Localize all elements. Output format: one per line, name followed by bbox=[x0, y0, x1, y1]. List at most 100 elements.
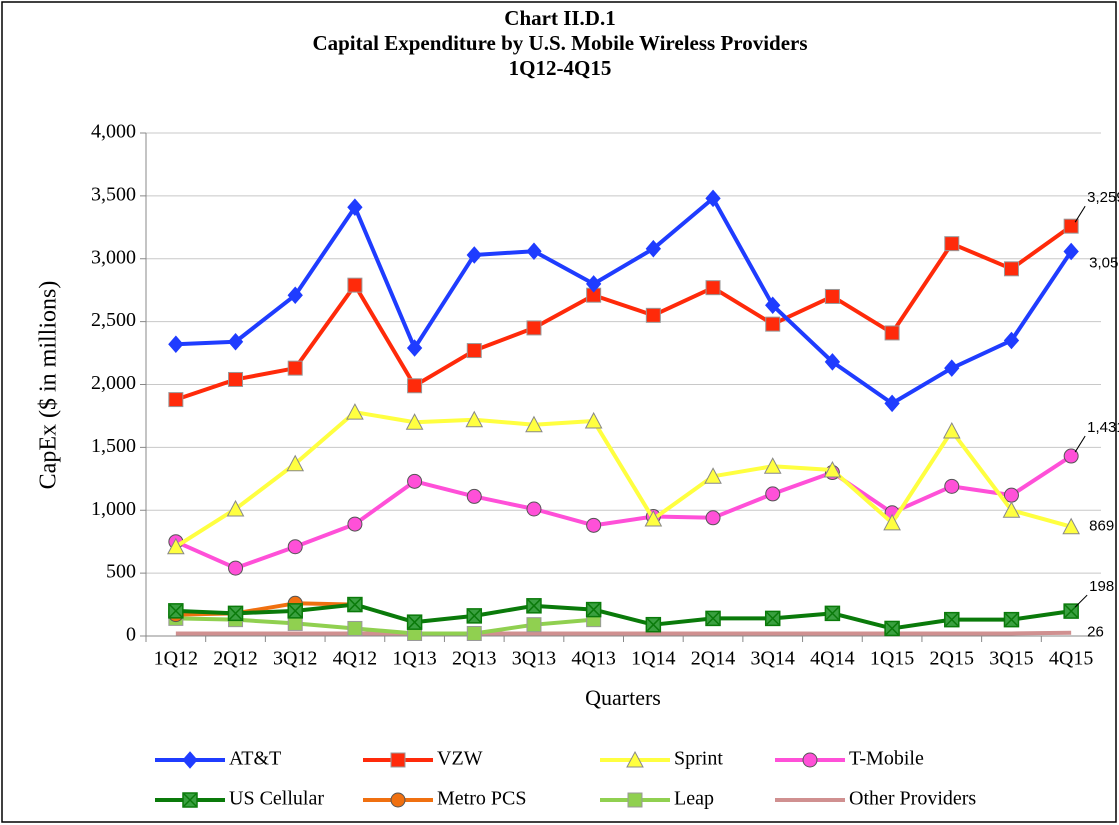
legend-label: Sprint bbox=[674, 748, 723, 770]
marker-cross bbox=[825, 606, 839, 620]
data-label: 26 bbox=[1087, 624, 1104, 641]
marker bbox=[466, 246, 482, 264]
y-tick-label: 0 bbox=[126, 624, 136, 646]
marker bbox=[763, 457, 782, 474]
marker bbox=[526, 501, 542, 517]
marker bbox=[405, 413, 424, 430]
marker bbox=[824, 353, 841, 371]
marker-cross bbox=[288, 604, 302, 618]
marker bbox=[944, 359, 960, 377]
marker bbox=[466, 625, 482, 641]
marker bbox=[884, 325, 900, 341]
marker bbox=[228, 560, 244, 576]
marker bbox=[286, 454, 305, 472]
y-tick-label: 2,500 bbox=[91, 309, 136, 331]
chart-title: Chart II.D.1 bbox=[504, 6, 615, 30]
marker-cross bbox=[766, 611, 780, 625]
marker bbox=[407, 378, 423, 394]
marker bbox=[765, 296, 781, 315]
marker bbox=[586, 517, 602, 533]
x-tick-label: 4Q14 bbox=[810, 648, 854, 670]
data-label: 3,058 bbox=[1089, 254, 1119, 271]
legend-label: Other Providers bbox=[849, 788, 976, 810]
series-line bbox=[174, 410, 1072, 549]
x-tick-label: 1Q13 bbox=[392, 648, 436, 670]
marker-cross bbox=[706, 611, 720, 625]
marker bbox=[765, 486, 781, 502]
marker bbox=[944, 611, 960, 628]
marker bbox=[347, 596, 363, 613]
marker bbox=[347, 620, 363, 636]
marker-cross bbox=[183, 793, 197, 807]
marker bbox=[824, 288, 840, 304]
x-tick-label: 3Q12 bbox=[273, 648, 317, 670]
leader-line bbox=[1074, 594, 1088, 608]
marker bbox=[227, 332, 244, 351]
marker bbox=[824, 605, 841, 622]
marker bbox=[883, 513, 901, 531]
legend-label: VZW bbox=[437, 748, 483, 770]
x-tick-label: 2Q15 bbox=[930, 648, 974, 670]
marker bbox=[705, 510, 721, 526]
series-line bbox=[175, 616, 594, 636]
x-tick-label: 1Q15 bbox=[870, 648, 914, 670]
marker bbox=[705, 610, 721, 627]
marker bbox=[585, 601, 602, 618]
x-tick-label: 4Q12 bbox=[333, 648, 377, 670]
leader-line bbox=[1074, 205, 1086, 223]
y-tick-label: 3,000 bbox=[91, 246, 136, 268]
marker bbox=[287, 603, 303, 619]
y-tick-label: 500 bbox=[106, 561, 136, 583]
x-tick-label: 2Q14 bbox=[691, 648, 735, 670]
x-tick-label: 3Q15 bbox=[989, 648, 1033, 670]
legend-label: AT&T bbox=[229, 748, 281, 770]
marker bbox=[390, 792, 406, 808]
marker bbox=[802, 752, 818, 768]
marker bbox=[1003, 487, 1019, 503]
data-label: 869 bbox=[1089, 518, 1114, 535]
marker bbox=[1003, 261, 1019, 277]
marker bbox=[227, 605, 244, 622]
marker-cross bbox=[945, 613, 959, 627]
y-axis-label: CapEx ($ in millions) bbox=[36, 281, 62, 490]
legend-label: Metro PCS bbox=[437, 788, 526, 810]
marker bbox=[347, 516, 363, 532]
marker bbox=[466, 608, 483, 624]
x-tick-label: 3Q14 bbox=[750, 648, 794, 670]
marker bbox=[884, 620, 900, 637]
marker bbox=[347, 198, 363, 216]
marker bbox=[1063, 242, 1079, 261]
marker bbox=[526, 617, 542, 633]
marker bbox=[705, 189, 721, 208]
data-label: 3,259 bbox=[1087, 189, 1119, 206]
marker bbox=[182, 751, 198, 769]
series-line bbox=[175, 454, 1073, 571]
series-line bbox=[175, 602, 1072, 631]
marker bbox=[466, 488, 482, 504]
marker-cross bbox=[408, 615, 422, 629]
x-tick-label: 2Q13 bbox=[452, 648, 496, 670]
marker bbox=[645, 616, 662, 633]
marker bbox=[226, 499, 245, 517]
y-tick-label: 1,000 bbox=[91, 498, 136, 520]
marker bbox=[884, 394, 900, 413]
marker bbox=[526, 320, 542, 336]
marker bbox=[1003, 331, 1020, 350]
marker bbox=[347, 277, 363, 293]
marker bbox=[764, 610, 781, 627]
marker bbox=[704, 467, 722, 484]
marker bbox=[228, 371, 244, 387]
marker bbox=[705, 280, 721, 296]
y-tick-label: 3,500 bbox=[91, 183, 136, 205]
marker bbox=[287, 286, 303, 304]
x-tick-label: 4Q13 bbox=[571, 648, 615, 670]
marker bbox=[944, 478, 960, 494]
marker bbox=[406, 339, 423, 357]
legend-label: Leap bbox=[674, 788, 714, 810]
marker bbox=[168, 603, 184, 619]
x-tick-label: 1Q12 bbox=[154, 648, 198, 670]
legend-label: T-Mobile bbox=[849, 748, 924, 770]
marker bbox=[167, 537, 185, 555]
marker bbox=[944, 236, 960, 252]
